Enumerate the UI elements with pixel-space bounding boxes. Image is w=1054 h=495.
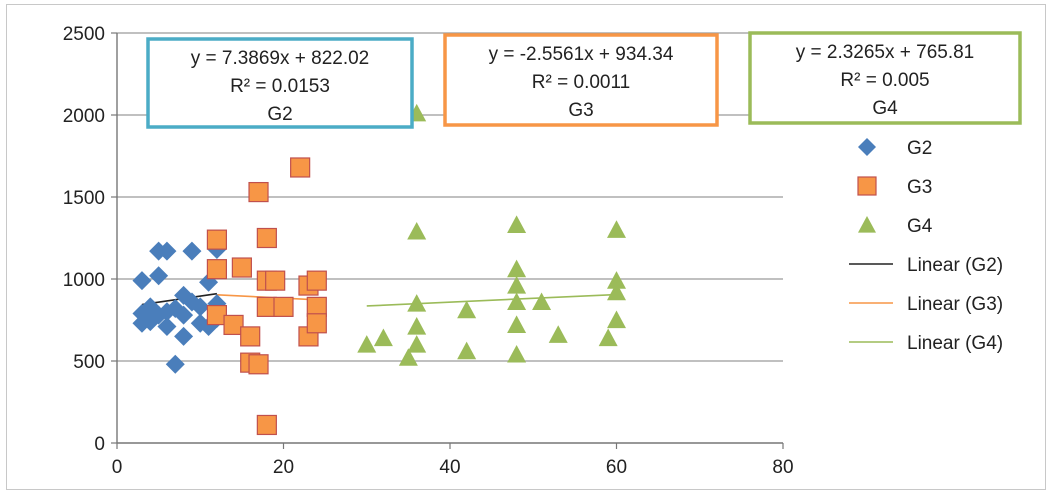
- y-tick-label-2000: 2000: [63, 106, 105, 127]
- point-g2-0: [132, 271, 152, 291]
- y-tick-label-1000: 1000: [63, 270, 105, 291]
- x-tick-label-60: 60: [606, 457, 627, 478]
- point-g4-5: [407, 294, 427, 312]
- point-g4-20: [607, 271, 626, 289]
- legend-label-linear-2: Linear (G2): [907, 255, 1003, 276]
- x-tick-label-0: 0: [112, 457, 123, 478]
- point-g4-6: [407, 317, 427, 335]
- legend-label-g2: G2: [907, 138, 932, 159]
- point-g4-17: [548, 325, 568, 343]
- legend-item-g4: G4: [858, 216, 933, 237]
- point-g3-20: [306, 313, 327, 334]
- legend-item-g2: G2: [858, 138, 932, 159]
- point-g2-17: [190, 297, 210, 317]
- point-g4-4: [407, 221, 427, 240]
- x-tick-label-40: 40: [439, 457, 460, 478]
- legend-item-g3: G3: [857, 176, 932, 198]
- point-g4-15: [507, 344, 527, 363]
- equation-boxes: y = 7.3869x + 822.02 R² = 0.0153 G2 y = -2.…: [146, 31, 1022, 129]
- point-g2-12: [165, 354, 185, 374]
- equation-box-border: [748, 31, 1022, 125]
- x-tick-label-80: 80: [772, 457, 793, 478]
- equation-box-g2: y = 7.3869x + 822.02 R² = 0.0153 G2: [146, 37, 414, 129]
- trendline-4: [366, 293, 617, 307]
- legend-marker-g3: [857, 176, 877, 196]
- r-squared-text: R² = 0.005: [840, 70, 929, 91]
- point-g4-12: [507, 276, 527, 294]
- equation-series-label: G2: [267, 104, 292, 125]
- equation-box-border: [443, 33, 719, 127]
- point-g3-1: [206, 259, 227, 280]
- point-g4-2: [398, 348, 418, 366]
- point-g3-4: [231, 257, 252, 278]
- point-g3-0: [206, 229, 227, 250]
- equation-text: y = 2.3265x + 765.81: [796, 42, 975, 63]
- point-g4-8: [457, 300, 477, 319]
- point-g3-7: [248, 354, 269, 375]
- point-g4-14: [507, 315, 527, 333]
- equation-series-label: G4: [872, 98, 898, 119]
- point-g4-16: [532, 292, 552, 311]
- point-g2-1: [149, 266, 169, 286]
- legend-label-g3: G3: [907, 177, 932, 198]
- point-g4-1: [373, 328, 393, 347]
- point-g4-10: [507, 215, 527, 233]
- scatter-chart: 0 500 1000 1500 2000 2500 0 20 40 60 80 y = 7.3869…: [63, 24, 1022, 478]
- point-g4-22: [607, 310, 626, 329]
- legend-label-linear-4: Linear (G4): [907, 333, 1003, 354]
- point-g4-7: [407, 335, 427, 353]
- legend-item-linear-4: Linear (G4): [849, 333, 1003, 354]
- point-g3-14: [273, 296, 294, 317]
- point-g4-9: [457, 341, 477, 360]
- legend-item-linear-3: Linear (G3): [849, 294, 1003, 315]
- equation-box-g4: y = 2.3265x + 765.81 R² = 0.005 G4: [748, 31, 1022, 125]
- point-g3-5: [240, 326, 261, 347]
- point-g3-9: [256, 227, 277, 249]
- chart-frame: 0 500 1000 1500 2000 2500 0 20 40 60 80 y = 7.3869…: [6, 4, 1046, 490]
- point-g4-19: [607, 220, 626, 238]
- r-squared-text: R² = 0.0011: [532, 72, 630, 93]
- point-g2-3: [157, 241, 177, 261]
- legend-marker-g4: [858, 216, 876, 233]
- legend-marker-g2: [858, 138, 876, 156]
- point-g2-14: [174, 326, 194, 346]
- data-points: [132, 103, 626, 436]
- point-g4-18: [598, 328, 618, 347]
- point-g3-15: [290, 157, 311, 178]
- point-g3-3: [223, 314, 244, 336]
- point-g4-0: [357, 335, 377, 353]
- equation-series-label: G3: [568, 100, 593, 121]
- equation-text: y = -2.5561x + 934.34: [489, 44, 674, 65]
- equation-box-border: [146, 37, 414, 129]
- r-squared-text: R² = 0.0153: [230, 76, 330, 97]
- point-g4-11: [507, 259, 527, 278]
- point-g2-4: [182, 241, 202, 261]
- point-g2-11: [157, 317, 177, 337]
- legend: G2 G3 G4 Linear (G2) Linear (G3) Linear (G4): [849, 138, 1003, 354]
- point-g2-23: [140, 312, 160, 332]
- point-g3-8: [248, 181, 269, 203]
- legend-label-linear-3: Linear (G3): [907, 294, 1003, 315]
- point-g3-18: [306, 270, 327, 291]
- legend-item-linear-2: Linear (G2): [849, 255, 1003, 276]
- point-g4-13: [507, 292, 527, 311]
- point-g3-12: [256, 414, 277, 436]
- legend-label-g4: G4: [907, 216, 933, 237]
- equation-text: y = 7.3869x + 822.02: [191, 48, 370, 69]
- y-tick-label-2500: 2500: [63, 24, 105, 45]
- y-tick-label-500: 500: [73, 352, 105, 373]
- y-tick-label-0: 0: [94, 434, 105, 455]
- equation-box-g3: y = -2.5561x + 934.34 R² = 0.0011 G3: [443, 33, 719, 127]
- point-g4-21: [607, 282, 626, 301]
- point-g2-24: [174, 305, 194, 325]
- y-tick-label-1500: 1500: [63, 188, 105, 209]
- point-g3-13: [265, 270, 286, 291]
- x-tick-label-20: 20: [273, 457, 294, 478]
- axes: [111, 32, 784, 449]
- tick-labels: 0 500 1000 1500 2000 2500 0 20 40 60 80: [63, 24, 794, 478]
